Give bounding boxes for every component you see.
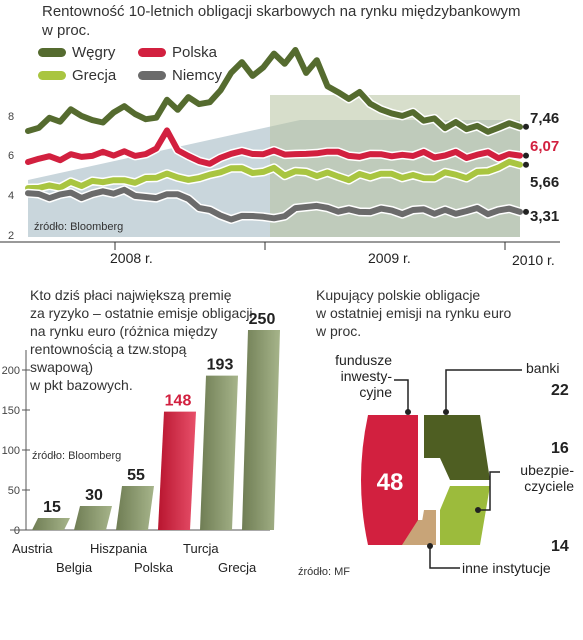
- pie-slice-fundusze: [361, 415, 418, 545]
- pie-label-ubezpie-2: czyciele: [524, 478, 574, 494]
- bar-value-polska: 148: [165, 393, 192, 410]
- series-line-polska: [25, 127, 523, 167]
- pie-chart-source: źródło: MF: [298, 566, 350, 578]
- legend-swatch-grecja: [38, 71, 66, 80]
- bar-desc-line-2: za ryzyko – ostatnie emisje obligacji: [30, 305, 253, 321]
- pie-label-inne: inne instytucje: [462, 560, 551, 576]
- legend-item-polska: Polska: [138, 44, 217, 61]
- series-line-niemcy: [25, 186, 523, 223]
- series-line-wegry: [25, 47, 523, 135]
- legend-swatch-wegry: [38, 48, 66, 57]
- bar-label-belgia: Belgia: [56, 560, 93, 575]
- line-chart-title: Rentowność 10-letnich obligacji skarbowy…: [42, 3, 521, 20]
- plot-highlight-2009: [270, 95, 520, 237]
- pie-slice-ubezpieczyciele: [440, 486, 490, 545]
- end-value-niemcy: 3,31: [530, 208, 560, 225]
- pie-slice-inne-2: [402, 520, 436, 545]
- bar-chart-source: źródło: Bloomberg: [32, 450, 122, 462]
- bar-hiszpania: [116, 486, 154, 530]
- pie-label-ubezpie-1: ubezpie-: [520, 462, 574, 478]
- leader-dot-banki: [443, 409, 449, 415]
- bar-desc-line-3: na rynku euro (różnica między: [30, 323, 218, 339]
- bar-ytick-label-100: 100: [2, 445, 20, 457]
- legend-label-niemcy: Niemcy: [172, 67, 223, 84]
- leader-inne: [429, 546, 460, 569]
- bar-label-hiszpania: Hiszpania: [90, 541, 148, 556]
- pie-value-ubezpieczyciele: 16: [551, 440, 569, 457]
- bar-ytick-label-150: 150: [2, 405, 20, 417]
- legend-label-polska: Polska: [172, 44, 218, 61]
- pie-label-ubezpieczyciele: ubezpie- czyciele: [502, 462, 574, 494]
- legend-swatch-polska: [138, 48, 166, 57]
- bar-label-polska: Polska: [134, 560, 174, 575]
- end-marker-polska: [523, 152, 529, 159]
- line-ytick-8: 8: [8, 111, 15, 123]
- pie-chart: 48: [361, 369, 522, 569]
- legend-item-niemcy: Niemcy: [138, 67, 222, 84]
- bar-value-hiszpania: 55: [127, 467, 145, 484]
- end-value-polska: 6,07: [530, 138, 560, 155]
- line-ytick-2: 2: [8, 230, 15, 242]
- end-marker-niemcy: [523, 208, 529, 215]
- bar-desc-line-4: rentownością a tzw.stopą: [30, 341, 187, 357]
- bar-label-austria: Austria: [12, 541, 53, 556]
- line-chart-source: źródło: Bloomberg: [34, 221, 124, 233]
- leader-dot-inne: [427, 543, 433, 549]
- pie-slice-banki: [424, 415, 490, 480]
- bar-label-grecja: Grecja: [218, 560, 257, 575]
- legend-item-wegry: Węgry: [38, 44, 115, 61]
- bar-ytick-label-50: 50: [8, 485, 20, 497]
- pie-value-fundusze: 48: [377, 469, 404, 496]
- year-label-2010: 2010 r.: [512, 252, 555, 268]
- bar-desc-line-5: swapową): [30, 359, 94, 375]
- end-value-wegry: 7,46: [530, 110, 560, 127]
- bar-polska: [158, 411, 196, 530]
- bar-turcja: [200, 375, 238, 530]
- pie-chart-description: Kupujący polskie obligacje w ostatniej e…: [316, 286, 576, 340]
- pie-label-fundusze-3: cyjne: [359, 384, 392, 400]
- end-marker-wegry: [523, 123, 529, 130]
- pie-value-inne: 14: [551, 538, 569, 555]
- pie-label-fundusze-2: inwesty-: [340, 368, 392, 384]
- legend-item-grecja: Grecja: [38, 67, 116, 84]
- bar-grecja: [242, 330, 280, 530]
- bar-value-austria: 15: [43, 499, 61, 516]
- pie-label-fundusze: fundusze inwesty- cyjne: [312, 352, 392, 400]
- end-value-grecja: 5,66: [530, 174, 560, 191]
- bar-chart-description: Kto dziś płaci największą premię za ryzy…: [30, 286, 300, 394]
- bar-desc-line-6: w pkt bazowych.: [30, 377, 133, 393]
- pie-value-banki: 22: [551, 382, 569, 399]
- bar-desc-line-1: Kto dziś płaci największą premię: [30, 287, 232, 303]
- pie-desc-line-1: Kupujący polskie obligacje: [316, 287, 481, 303]
- pie-label-fundusze-1: fundusze: [335, 352, 392, 368]
- year-label-2008: 2008 r.: [110, 250, 153, 266]
- legend-label-grecja: Grecja: [72, 67, 117, 84]
- legend-label-wegry: Węgry: [72, 44, 116, 61]
- bar-chart: 0 50 100 150 200 15 30 55 148 193 250: [2, 311, 280, 537]
- bar-label-turcja: Turcja: [183, 541, 219, 556]
- series-line-grecja: [25, 158, 523, 192]
- leader-dot-ubezpieczyciele: [475, 507, 481, 513]
- pie-label-banki: banki: [526, 360, 560, 376]
- bar-austria: [32, 518, 70, 530]
- leader-ubezpieczyciele: [478, 471, 500, 511]
- bar-value-turcja: 193: [207, 357, 234, 374]
- line-chart: [0, 45, 560, 250]
- year-label-2009: 2009 r.: [368, 250, 411, 266]
- line-chart-unit: w proc.: [42, 22, 91, 39]
- bar-ytick-label-200: 200: [2, 365, 20, 377]
- leader-banki: [445, 369, 522, 412]
- line-ytick-4: 4: [8, 190, 15, 202]
- end-marker-grecja: [523, 161, 529, 168]
- bar-value-belgia: 30: [85, 487, 103, 504]
- bar-ytick-label-0: 0: [14, 525, 20, 537]
- line-ytick-6: 6: [8, 150, 15, 162]
- leader-dot-fundusze: [405, 409, 411, 415]
- bar-belgia: [74, 506, 112, 530]
- pie-desc-line-2: w ostatniej emisji na rynku euro: [316, 305, 512, 321]
- bar-value-grecja: 250: [249, 311, 276, 328]
- pie-desc-line-3: w proc.: [316, 323, 362, 339]
- legend-swatch-niemcy: [138, 71, 166, 80]
- leader-fundusze: [394, 379, 409, 412]
